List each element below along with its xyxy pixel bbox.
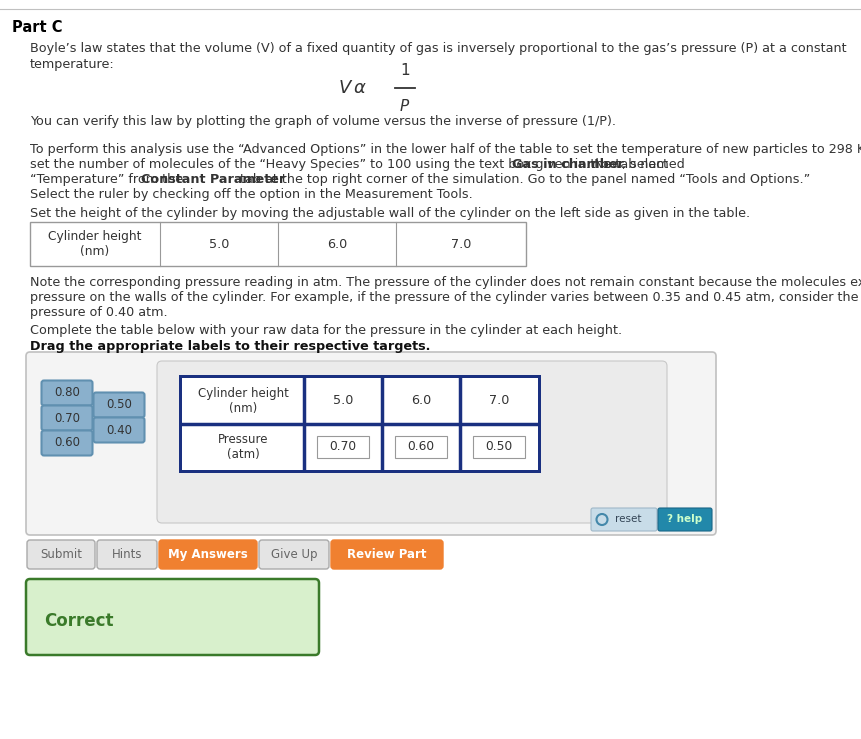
Text: reset: reset <box>615 514 641 524</box>
Text: 5.0: 5.0 <box>333 395 353 407</box>
Text: Complete the table below with your raw data for the pressure in the cylinder at : Complete the table below with your raw d… <box>30 324 623 337</box>
Text: 5.0: 5.0 <box>209 237 229 251</box>
Text: “Temperature” from the: “Temperature” from the <box>30 173 187 186</box>
Text: 0.50: 0.50 <box>486 440 512 454</box>
FancyBboxPatch shape <box>94 392 145 418</box>
Text: Correct: Correct <box>44 612 114 630</box>
Text: pressure on the walls of the cylinder. For example, if the pressure of the cylin: pressure on the walls of the cylinder. F… <box>30 291 861 304</box>
FancyBboxPatch shape <box>94 418 145 443</box>
FancyBboxPatch shape <box>159 540 257 569</box>
Bar <box>179 375 541 473</box>
Text: 0.80: 0.80 <box>54 386 80 400</box>
Text: 0.50: 0.50 <box>106 398 132 412</box>
Text: Select the ruler by checking off the option in the Measurement Tools.: Select the ruler by checking off the opt… <box>30 188 473 201</box>
Text: temperature:: temperature: <box>30 58 115 71</box>
Text: Cylinder height
(nm): Cylinder height (nm) <box>48 230 142 258</box>
Text: tab at the top right corner of the simulation. Go to the panel named “Tools and : tab at the top right corner of the simul… <box>236 173 810 186</box>
Text: $V\,\alpha$: $V\,\alpha$ <box>338 79 367 97</box>
Bar <box>473 436 525 458</box>
Text: To perform this analysis use the “Advanced Options” in the lower half of the tab: To perform this analysis use the “Advanc… <box>30 143 861 156</box>
FancyBboxPatch shape <box>41 381 92 406</box>
Bar <box>317 436 369 458</box>
Text: Hints: Hints <box>112 548 142 561</box>
Text: Submit: Submit <box>40 548 82 561</box>
Text: 0.60: 0.60 <box>54 437 80 449</box>
FancyBboxPatch shape <box>41 406 92 431</box>
Bar <box>182 378 538 424</box>
Text: Gas in chamber: Gas in chamber <box>512 158 624 171</box>
Text: 1: 1 <box>400 63 410 78</box>
FancyBboxPatch shape <box>27 540 95 569</box>
Text: set the number of molecules of the “Heavy Species” to 100 using the text box giv: set the number of molecules of the “Heav… <box>30 158 689 171</box>
Text: Set the height of the cylinder by moving the adjustable wall of the cylinder on : Set the height of the cylinder by moving… <box>30 207 750 220</box>
FancyBboxPatch shape <box>658 508 712 531</box>
Text: 6.0: 6.0 <box>411 395 431 407</box>
Text: Part C: Part C <box>12 20 63 35</box>
Bar <box>182 424 538 470</box>
Text: Drag the appropriate labels to their respective targets.: Drag the appropriate labels to their res… <box>30 340 430 353</box>
Text: . Now, select: . Now, select <box>586 158 668 171</box>
Text: ? help: ? help <box>667 514 703 524</box>
Text: Review Part: Review Part <box>347 548 427 561</box>
Text: pressure of 0.40 atm.: pressure of 0.40 atm. <box>30 306 168 319</box>
Text: 0.70: 0.70 <box>54 412 80 424</box>
Text: My Answers: My Answers <box>168 548 248 561</box>
Text: 0.60: 0.60 <box>407 440 435 454</box>
Text: 6.0: 6.0 <box>327 237 347 251</box>
Text: Boyle’s law states that the volume (V) of a fixed quantity of gas is inversely p: Boyle’s law states that the volume (V) o… <box>30 42 846 55</box>
Bar <box>395 436 447 458</box>
Text: Note the corresponding pressure reading in atm. The pressure of the cylinder doe: Note the corresponding pressure reading … <box>30 276 861 289</box>
Text: 0.40: 0.40 <box>106 423 132 437</box>
FancyBboxPatch shape <box>41 431 92 455</box>
Text: Give Up: Give Up <box>270 548 317 561</box>
Text: 0.70: 0.70 <box>330 440 356 454</box>
Text: $P$: $P$ <box>400 98 411 114</box>
Text: 7.0: 7.0 <box>451 237 471 251</box>
FancyBboxPatch shape <box>259 540 329 569</box>
FancyBboxPatch shape <box>26 352 716 535</box>
Text: Constant Parameter: Constant Parameter <box>141 173 285 186</box>
Text: 7.0: 7.0 <box>489 395 509 407</box>
Text: Cylinder height
(nm): Cylinder height (nm) <box>197 387 288 415</box>
FancyBboxPatch shape <box>591 508 657 531</box>
Bar <box>30 222 526 266</box>
FancyBboxPatch shape <box>331 540 443 569</box>
Text: Pressure
(atm): Pressure (atm) <box>218 433 269 461</box>
FancyBboxPatch shape <box>97 540 157 569</box>
FancyBboxPatch shape <box>157 361 667 523</box>
FancyBboxPatch shape <box>26 579 319 655</box>
Text: You can verify this law by plotting the graph of volume versus the inverse of pr: You can verify this law by plotting the … <box>30 115 616 128</box>
